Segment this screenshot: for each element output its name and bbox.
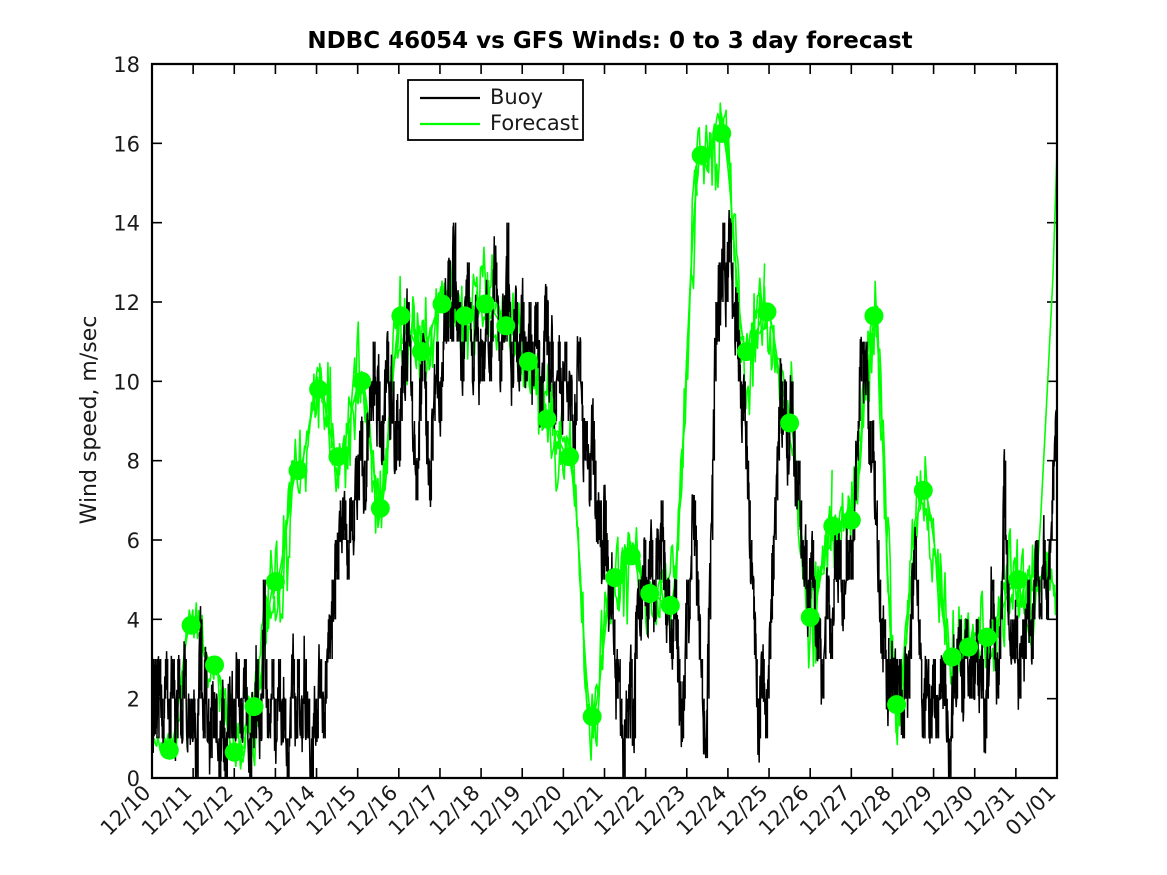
y-tick-label: 8: [127, 450, 140, 474]
y-tick-label: 0: [127, 767, 140, 791]
forecast-marker: [328, 447, 348, 467]
buoy-series-line: [151, 209, 1058, 779]
forecast-marker: [780, 413, 800, 433]
forecast-marker: [841, 510, 861, 530]
forecast-marker: [736, 342, 756, 362]
y-tick-label: 10: [113, 370, 140, 394]
forecast-marker: [518, 352, 538, 371]
forecast-marker: [181, 615, 201, 635]
forecast-marker: [496, 316, 516, 336]
forecast-marker: [244, 697, 264, 717]
forecast-marker: [159, 740, 179, 760]
legend-label-forecast: Forecast: [490, 111, 579, 135]
forecast-marker: [475, 294, 495, 314]
y-tick-label: 12: [113, 291, 140, 315]
forecast-marker: [205, 655, 225, 675]
forecast-marker: [712, 123, 732, 143]
forecast-marker: [823, 516, 843, 536]
forecast-marker: [640, 584, 660, 604]
y-axis-ticks: 0 2 4 6 8 10 12 14 16 18: [113, 53, 1057, 791]
forecast-marker: [582, 707, 602, 727]
forecast-marker: [265, 572, 285, 592]
y-tick-label: 14: [113, 212, 140, 236]
forecast-marker: [352, 371, 372, 391]
forecast-marker: [370, 498, 390, 518]
forecast-marker: [864, 306, 884, 326]
y-tick-label: 4: [127, 608, 140, 632]
y-tick-label: 6: [127, 529, 140, 553]
forecast-marker: [887, 695, 907, 715]
y-tick-label: 16: [113, 132, 140, 156]
forecast-marker: [757, 302, 777, 322]
forecast-marker: [411, 342, 431, 362]
forecast-marker: [621, 546, 641, 566]
forecast-marker: [913, 480, 933, 500]
forecast-marker: [942, 647, 962, 667]
forecast-marker: [537, 409, 557, 429]
chart-legend: Buoy Forecast: [407, 79, 584, 141]
y-tick-label: 2: [127, 688, 140, 712]
forecast-marker-dots: [159, 123, 1028, 762]
forecast-marker: [605, 568, 625, 588]
legend-box: [407, 79, 584, 141]
axes-frame: [150, 62, 1059, 780]
forecast-tail-line: [1017, 150, 1058, 652]
page-title: NDBC 46054 vs GFS Winds: 0 to 3 day fore…: [307, 28, 912, 54]
forecast-marker: [391, 306, 411, 326]
forecast-run-line: [218, 321, 361, 768]
forecast-marker: [560, 447, 580, 467]
forecast-marker: [432, 294, 452, 314]
series-layer: [151, 102, 1058, 779]
y-tick-label: 18: [113, 53, 140, 77]
y-axis-label: Wind speed, m/sec: [77, 316, 102, 525]
forecast-marker: [224, 742, 244, 762]
legend-label-buoy: Buoy: [490, 85, 543, 109]
forecast-marker: [660, 595, 680, 615]
forecast-marker: [691, 145, 711, 165]
forecast-marker: [288, 461, 308, 481]
forecast-marker: [455, 306, 475, 326]
forecast-marker: [959, 637, 979, 657]
forecast-marker: [1008, 570, 1028, 590]
forecast-marker: [977, 627, 997, 647]
forecast-marker: [309, 379, 329, 399]
forecast-marker: [800, 607, 820, 627]
